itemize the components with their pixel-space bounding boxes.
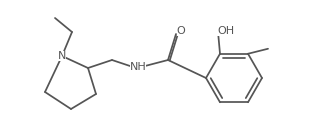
Text: NH: NH [129, 62, 146, 72]
Text: N: N [58, 51, 66, 61]
Text: OH: OH [217, 26, 235, 36]
Text: O: O [177, 26, 185, 36]
